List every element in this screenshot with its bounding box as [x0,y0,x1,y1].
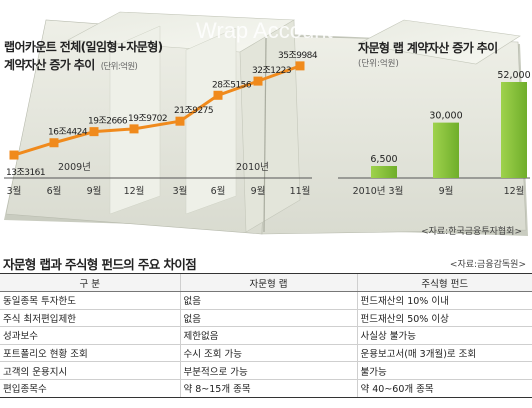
header-equity-fund: 주식형 펀드 [356,273,532,292]
line-point [9,150,19,160]
line-x-tick-label: 11월 [290,185,311,197]
line-point [175,116,185,126]
line-point [129,124,139,134]
table-row: 성과보수 제한없음 사실상 불가능 [0,326,532,345]
line-value-label: 13조3161 [6,168,45,178]
line-value-label: 35조9984 [278,51,318,61]
bar [371,166,397,178]
bar-chart: 6,500 2010년 3월 30,000 9월 52,000 12월 [353,70,531,197]
advisory-wrap-cell: 약 8~15개 종목 [179,379,357,398]
table-row: 주식 최저편입제한 없음 펀드재산의 50% 이상 [0,309,532,328]
line-value-label: 19조9702 [128,114,167,124]
line-x-tick-label: 6월 [47,185,62,197]
advisory-wrap-cell: 없음 [179,291,357,310]
line-value-label: 28조5156 [212,80,252,90]
line-x-tick-label: 9월 [87,185,102,197]
line-year-label: 2009년 [58,162,91,173]
chart-area: Wrap Account 13조3161 3월 16조4424 6월 19조2666 9월… [4,11,531,237]
line-value-label: 19조2666 [88,117,128,127]
line-chart-unit: (단위:억원) [100,62,138,72]
bar [501,82,527,178]
advisory-wrap-cell: 수시 조회 가능 [179,344,357,363]
line-chart-title-2: 계약자산 증가 추이 (단위:억원) [4,58,138,72]
line-point [295,61,305,71]
line-x-tick-label: 12월 [124,185,145,197]
table-source: <자료:금융감독원> [449,260,526,270]
chart-source: <자료:한국금융투자협회> [421,227,522,237]
advisory-wrap-cell: 없음 [179,309,357,328]
line-point [49,138,59,148]
bar-chart-unit: (단위:억원) [358,59,399,69]
row-label: 포트폴리오 현황 조회 [0,344,180,363]
line-x-tick-label: 3월 [7,185,22,197]
line-year-label: 2010년 [236,162,269,173]
watermark-text: Wrap Account [196,18,333,43]
line-chart: 13조3161 3월 16조4424 6월 19조2666 9월 19조9702 12월 21조… [6,51,318,197]
advisory-wrap-cell: 제한없음 [179,326,357,345]
equity-fund-cell: 펀드재산의 50% 이상 [356,309,532,328]
equity-fund-cell: 운용보고서(매 3개월)로 조회 [356,344,532,363]
equity-fund-cell: 펀드재산의 10% 이내 [356,291,532,310]
row-label: 동일종목 투자한도 [0,291,180,310]
line-point [213,90,223,100]
line-chart-title-1: 랩어카운트 전체(일임형+자문형) [4,40,163,54]
table-row: 고객의 운용지시 부분적으로 가능 불가능 [0,361,532,380]
line-value-label: 16조4424 [48,128,88,138]
bar [433,122,459,178]
equity-fund-cell: 불가능 [356,361,532,380]
line-point [253,76,263,86]
table-row: 포트폴리오 현황 조회 수시 조회 가능 운용보고서(매 3개월)로 조회 [0,344,532,363]
book-illustration: Wrap Account [4,11,528,236]
bar-value-label: 6,500 [370,154,397,165]
row-label: 편입종목수 [0,379,180,398]
chart-canvas: Wrap Account 13조3161 3월 16조4424 6월 19조2666 9월… [4,11,531,236]
header-category: 구 분 [0,273,180,292]
header-advisory-wrap: 자문형 랩 [179,273,357,292]
table-title: 자문형 랩과 주식형 펀드의 주요 차이점 [3,257,197,272]
row-label: 성과보수 [0,326,180,345]
equity-fund-cell: 약 40~60개 종목 [356,379,532,398]
line-x-tick-label: 3월 [173,185,188,197]
table-row: 편입종목수 약 8~15개 종목 약 40~60개 종목 [0,379,532,398]
line-x-tick-label: 9월 [251,185,266,197]
comparison-table: 구 분 자문형 랩 주식형 펀드 동일종목 투자한도 없음 펀드재산의 10% 이내… [0,273,532,398]
line-value-label: 32조1223 [252,66,291,76]
table-row: 동일종목 투자한도 없음 펀드재산의 10% 이내 [0,291,532,310]
equity-fund-cell: 사실상 불가능 [356,326,532,345]
line-value-label: 21조9275 [174,106,213,116]
line-series [13,64,301,157]
bar-value-label: 52,000 [497,70,530,81]
bar-x-tick-label: 12월 [504,185,525,197]
line-x-tick-label: 6월 [211,185,226,197]
comparison-table-section: 자문형 랩과 주식형 펀드의 주요 차이점 <자료:금융감독원> 구 분 자문형… [0,250,532,408]
table-header-row: 구 분 자문형 랩 주식형 펀드 [0,273,532,292]
bar-x-tick-label: 9월 [439,185,454,197]
row-label: 고객의 운용지시 [0,361,180,380]
row-label: 주식 최저편입제한 [0,309,180,328]
line-point [89,127,99,137]
bar-chart-title: 자문형 랩 계약자산 증가 추이 [358,41,498,55]
bar-value-label: 30,000 [429,111,462,122]
advisory-wrap-cell: 부분적으로 가능 [179,361,357,380]
bar-x-tick-label: 2010년 3월 [353,185,404,197]
